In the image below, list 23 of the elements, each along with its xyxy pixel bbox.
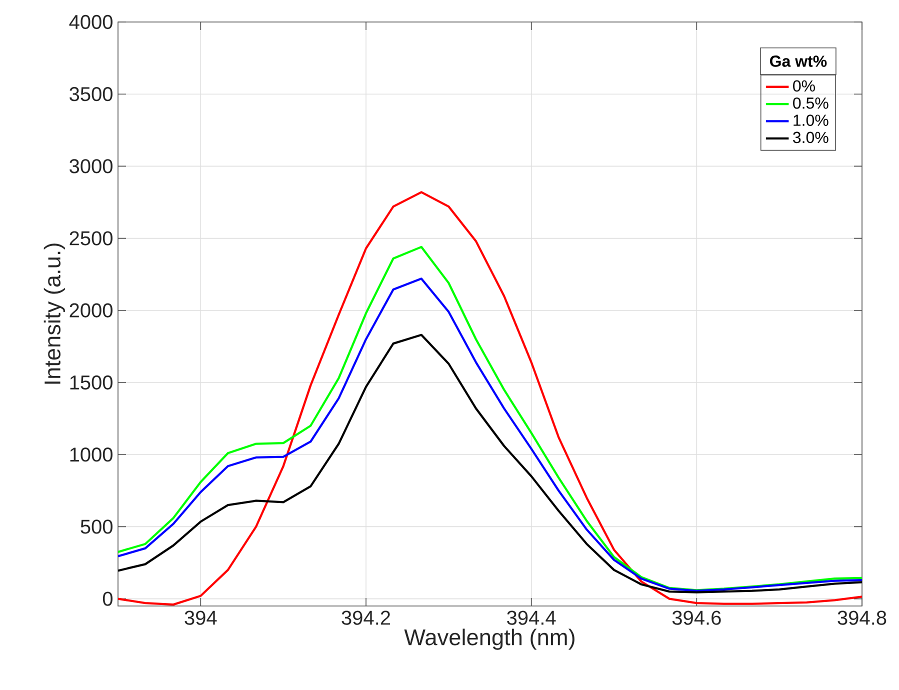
line-series <box>118 191 862 606</box>
line-series <box>118 334 862 594</box>
x-tick-label: 394.6 <box>672 610 721 625</box>
y-tick-label: 1000 <box>70 448 112 462</box>
y-axis-title: Intensity (a.u.) <box>44 244 65 384</box>
y-tick-label: 3500 <box>70 87 112 102</box>
x-tick-label: 394.8 <box>838 610 886 625</box>
x-tick-label: 394.4 <box>507 610 556 625</box>
legend-label: 3.0% <box>793 132 828 144</box>
x-tick-label: 394.2 <box>342 610 390 625</box>
y-tick-label: 500 <box>80 520 112 534</box>
x-axis-title: Wavelength (nm) <box>404 628 574 650</box>
legend-label: 0% <box>793 80 815 92</box>
y-tick-label: 3000 <box>70 159 112 174</box>
legend-title: Ga wt% <box>770 56 827 67</box>
legend-label: 1.0% <box>794 114 828 126</box>
x-tick-label: 394 <box>184 610 217 625</box>
y-tick-label: 2500 <box>70 231 112 246</box>
y-tick-label: 2000 <box>70 303 112 318</box>
legend-label: 0.5% <box>793 97 828 109</box>
y-tick-label: 4000 <box>69 14 112 30</box>
y-tick-label: 1500 <box>70 375 112 390</box>
y-tick-label: 0 <box>102 592 112 606</box>
